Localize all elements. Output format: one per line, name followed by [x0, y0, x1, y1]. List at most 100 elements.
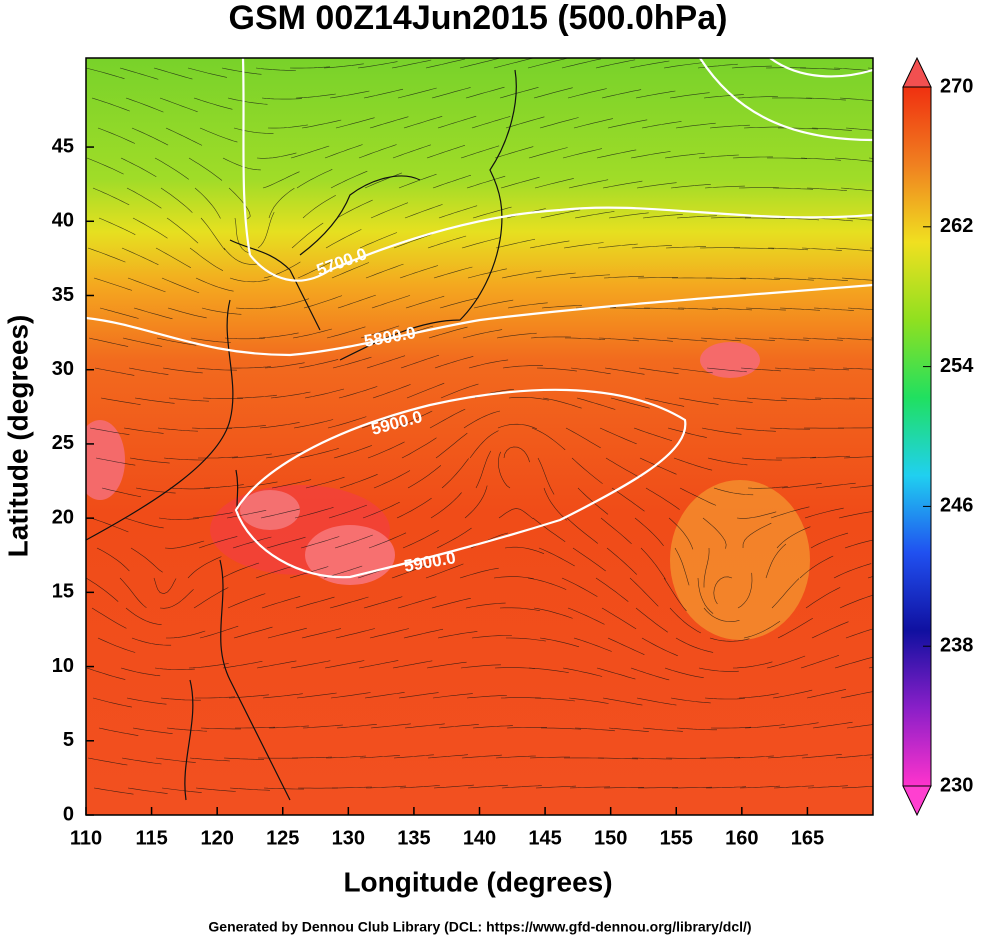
streamline	[780, 397, 822, 400]
streamline	[95, 457, 136, 466]
streamline	[165, 127, 203, 146]
streamline	[441, 458, 469, 489]
x-tick-label: 120	[200, 827, 233, 849]
streamline	[669, 92, 710, 99]
streamline	[528, 667, 569, 673]
streamline	[153, 577, 177, 595]
streamline	[806, 689, 847, 699]
field	[86, 58, 873, 815]
streamline	[261, 596, 301, 609]
streamline	[365, 785, 407, 789]
streamline	[839, 594, 873, 609]
streamline	[396, 497, 432, 519]
streamline	[159, 97, 198, 113]
streamline	[399, 265, 439, 279]
streamline	[261, 97, 303, 100]
streamline	[234, 217, 250, 254]
streamline	[122, 337, 163, 347]
streamline	[610, 307, 651, 309]
streamline	[577, 487, 609, 515]
streamline	[202, 397, 244, 399]
streamline	[771, 97, 813, 99]
streamline	[398, 692, 439, 699]
streamline	[497, 423, 537, 430]
streamline	[86, 157, 124, 175]
streamline	[800, 157, 841, 161]
streamline	[841, 786, 873, 789]
streamline	[231, 453, 272, 459]
streamline	[359, 232, 398, 249]
streamline	[223, 757, 264, 760]
streamline	[439, 297, 479, 309]
streamline	[256, 660, 297, 669]
x-tick-label: 165	[791, 827, 824, 849]
streamline	[120, 667, 161, 677]
streamline	[201, 307, 242, 315]
streamline	[773, 277, 814, 281]
y-tick-label: 30	[52, 358, 74, 380]
streamline	[568, 697, 609, 704]
streamline	[502, 365, 543, 369]
streamline	[664, 667, 704, 678]
streamline	[92, 697, 132, 708]
streamline	[400, 354, 439, 369]
streamline	[773, 785, 814, 789]
streamline	[330, 170, 368, 189]
streamline	[232, 536, 272, 549]
streamline	[501, 270, 542, 279]
streamline	[505, 116, 545, 129]
streamline	[472, 206, 512, 219]
streamline	[464, 485, 488, 519]
streamline	[163, 457, 204, 461]
streamline	[534, 178, 574, 189]
streamline	[363, 596, 403, 609]
streamline	[190, 337, 231, 343]
streamline	[153, 67, 193, 80]
streamline	[364, 692, 405, 699]
streamline	[336, 199, 373, 219]
streamline	[293, 419, 334, 429]
streamline	[129, 457, 170, 464]
streamline	[642, 214, 683, 219]
streamline	[393, 234, 432, 249]
streamline	[97, 637, 136, 653]
streamline	[90, 517, 129, 533]
streamline	[671, 786, 713, 789]
streamline	[781, 483, 822, 489]
streamline	[833, 67, 873, 72]
streamline	[158, 517, 199, 520]
streamline	[698, 154, 739, 159]
contour-line	[234, 388, 687, 579]
streamline	[538, 547, 575, 567]
streamline	[191, 427, 233, 429]
streamline	[745, 307, 786, 311]
streamline	[298, 359, 339, 369]
y-tick-label: 0	[63, 803, 74, 825]
streamline	[534, 697, 575, 702]
streamline	[425, 563, 464, 579]
streamline	[629, 577, 659, 607]
streamline	[604, 367, 645, 375]
x-tick-label: 110	[70, 827, 102, 849]
streamline	[467, 784, 508, 789]
streamline	[200, 217, 226, 251]
streamline	[676, 727, 717, 731]
y-tick-label: 20	[52, 506, 74, 528]
streamline	[835, 754, 873, 759]
streamline	[611, 487, 645, 512]
streamline	[679, 487, 717, 506]
streamline	[536, 367, 577, 372]
streamline	[127, 787, 168, 794]
coastline	[339, 69, 517, 361]
streamline	[533, 607, 573, 619]
streamline	[768, 337, 809, 341]
coastline	[86, 299, 234, 541]
streamline	[255, 67, 296, 71]
streamline	[567, 607, 605, 625]
streamline	[700, 757, 741, 759]
streamline	[772, 187, 814, 190]
streamline	[98, 727, 139, 736]
x-tick-label: 130	[332, 827, 365, 849]
streamline	[161, 277, 200, 294]
streamline	[357, 61, 398, 69]
